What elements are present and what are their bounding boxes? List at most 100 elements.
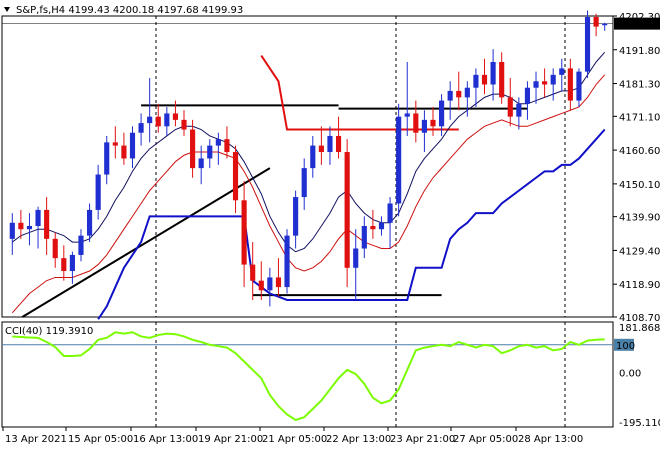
candle-body-20 [181, 119, 187, 130]
candle-14 [129, 126, 136, 169]
candle-23 [207, 139, 213, 169]
candle-body-22 [198, 158, 204, 169]
price-tick-label-3: 4171.10 [619, 112, 660, 123]
candle-51 [447, 81, 453, 120]
candle-37 [327, 126, 333, 165]
candle-body-44 [387, 203, 393, 223]
candle-2 [26, 213, 33, 246]
candle-26 [232, 145, 239, 214]
candle-body-66 [576, 71, 582, 101]
candle-69 [602, 22, 608, 31]
candle-25 [224, 126, 230, 159]
candle-67 [584, 10, 591, 79]
candle-52 [456, 71, 462, 111]
candle-body-14 [129, 132, 136, 159]
candle-body-48 [421, 119, 427, 133]
ma-slow-line [11, 74, 606, 314]
candle-20 [181, 110, 187, 136]
candle-5 [52, 232, 58, 268]
candle-body-13 [121, 145, 127, 159]
main-pane-border [1, 15, 614, 318]
candle-47 [413, 100, 419, 143]
candle-48 [421, 110, 427, 153]
price-tick-label-6: 4139.90 [619, 213, 660, 224]
candle-body-27 [241, 200, 247, 265]
candle-body-0 [9, 222, 15, 239]
trendline-segment [21, 167, 271, 318]
candle-64 [559, 58, 565, 91]
candle-40 [353, 229, 359, 300]
candle-body-35 [310, 145, 316, 169]
current-price-badge [614, 17, 660, 30]
cci-tick-label-3: -195.1105 [619, 418, 660, 429]
trend-line [21, 167, 271, 318]
cci-line [12, 331, 605, 422]
candle-27 [241, 180, 247, 288]
price-tick-label-7: 4129.40 [619, 246, 660, 257]
candle-body-5 [52, 238, 58, 259]
candle-body-50 [439, 100, 445, 127]
candle-body-63 [550, 74, 556, 85]
candle-body-38 [335, 135, 342, 153]
candle-13 [121, 132, 127, 165]
candle-body-41 [361, 225, 367, 249]
candle-24 [215, 132, 221, 165]
candle-18 [164, 107, 170, 136]
candle-body-68 [593, 16, 599, 27]
candle-66 [576, 68, 582, 108]
candle-body-8 [78, 235, 84, 255]
candle-58 [507, 78, 513, 127]
candle-body-19 [172, 113, 178, 120]
candle-43 [378, 216, 385, 236]
candle-35 [310, 135, 316, 178]
current-price-badge-label: 4199.93 [617, 20, 658, 31]
session-separators [155, 16, 566, 427]
candle-0 [9, 213, 15, 255]
candle-body-23 [207, 145, 213, 159]
candle-body-9 [86, 209, 93, 236]
candle-4 [44, 197, 50, 255]
candle-body-2 [26, 225, 33, 230]
candle-63 [550, 68, 556, 101]
candle-30 [267, 267, 273, 307]
candle-65 [567, 58, 573, 111]
moving-averages [11, 52, 606, 314]
candle-28 [250, 242, 256, 300]
time-tick-label-2: 16 Apr 13:00 [133, 434, 198, 445]
collapse-triangle-icon[interactable] [4, 7, 10, 12]
candle-body-61 [533, 81, 539, 88]
candle-body-32 [284, 235, 290, 288]
candle-10 [95, 164, 101, 220]
candle-body-43 [378, 222, 385, 230]
cci-pane-border [1, 321, 614, 428]
candles [9, 10, 608, 307]
candle-body-1 [18, 222, 24, 230]
price-tick-label-2: 4181.30 [619, 80, 660, 91]
time-tick-label-3: 19 Apr 21:00 [198, 434, 263, 445]
candle-body-46 [404, 113, 410, 117]
candle-55 [481, 58, 488, 95]
price-tick-label-1: 4191.80 [619, 46, 660, 57]
time-tick-label-1: 15 Apr 05:00 [68, 434, 133, 445]
price-tick-label-8: 4118.90 [619, 280, 660, 291]
candle-45 [396, 103, 402, 217]
price-tick-label-5: 4150.10 [619, 180, 660, 191]
cci-indicator [2, 331, 613, 422]
candle-body-54 [473, 74, 479, 88]
candle-body-31 [275, 277, 282, 288]
candle-15 [138, 113, 144, 146]
red-level [260, 54, 459, 131]
candle-body-18 [164, 113, 170, 127]
candle-8 [78, 229, 84, 262]
candle-body-67 [584, 16, 591, 72]
support-polyline [97, 128, 606, 320]
candle-11 [104, 135, 110, 185]
candle-body-42 [370, 225, 376, 230]
candle-body-26 [232, 152, 239, 201]
candle-56 [490, 49, 496, 101]
candle-34 [301, 158, 307, 210]
candle-33 [293, 190, 299, 249]
candle-53 [464, 81, 470, 117]
candle-body-17 [155, 116, 161, 127]
candle-body-58 [507, 97, 513, 117]
